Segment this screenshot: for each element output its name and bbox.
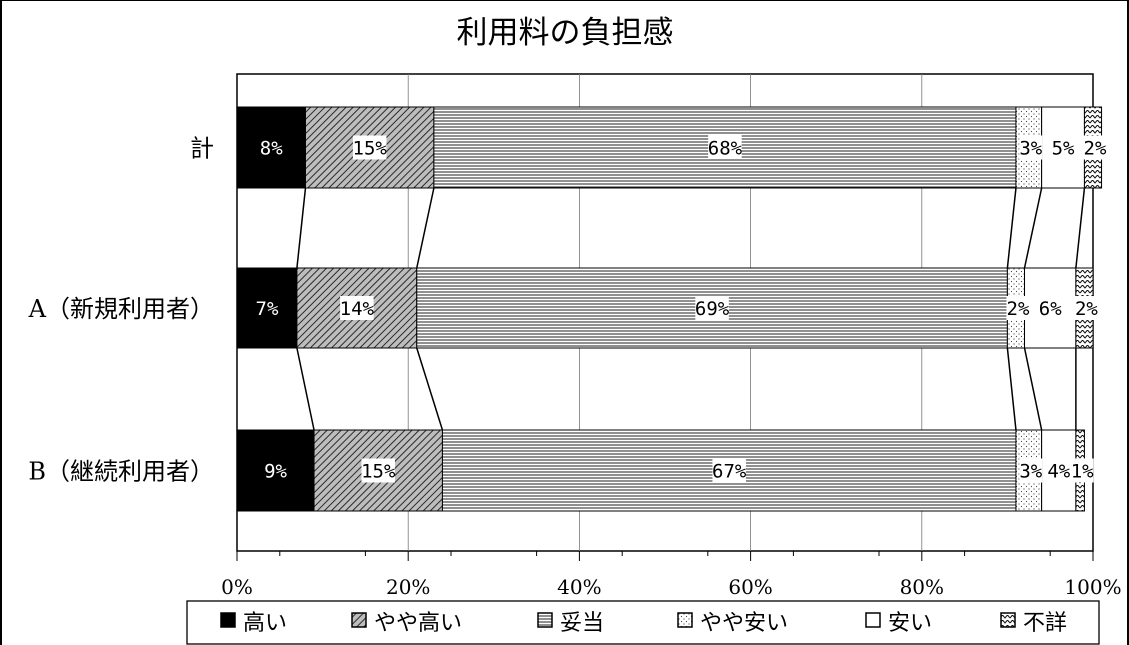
category-label: B（継続利用者） <box>28 458 214 486</box>
x-tick-label: 60% <box>728 575 772 599</box>
data-label-background <box>255 296 279 320</box>
connector-line <box>1023 187 1043 269</box>
data-label: 15% <box>361 461 396 483</box>
data-label-background <box>1006 296 1030 320</box>
data-label: 3% <box>1019 138 1042 160</box>
x-tick-label: 40% <box>557 575 601 599</box>
chart-title: 利用料の負担感 <box>457 15 674 51</box>
data-label-background <box>340 296 374 320</box>
label-layer: 8% 15% 68% 3% 5% 2%7% 14% 69% 2% 6% 2%9% 15% 67% 3% 4%… <box>255 135 1107 483</box>
legend-label: 高い <box>243 611 287 636</box>
connector-layer <box>296 187 1086 431</box>
data-label: 2% <box>1007 298 1030 320</box>
data-label: 2% <box>1084 138 1107 160</box>
data-label-background <box>1070 458 1094 483</box>
data-label-background <box>1019 458 1043 483</box>
x-tick-label: 0% <box>221 575 253 599</box>
connector-line <box>1006 347 1017 431</box>
data-label: 4% <box>1047 461 1070 483</box>
axis-layer: 0% 20% 40% 60% 80% 100% 計 A（新規利用者） B（継続利用者） <box>28 135 1122 600</box>
connector-line <box>296 347 315 431</box>
data-label: 67% <box>712 461 747 483</box>
category-label: A（新規利用者） <box>28 295 214 323</box>
data-label-background <box>1019 135 1043 160</box>
data-label-background <box>712 458 746 483</box>
legend-swatch <box>677 612 693 628</box>
data-label: 9% <box>264 461 287 483</box>
legend-swatch <box>220 612 236 628</box>
data-label-background <box>264 458 288 483</box>
data-label-background <box>1047 458 1071 483</box>
connector-line <box>1075 187 1086 269</box>
legend-label: 妥当 <box>560 611 604 636</box>
data-label: 2% <box>1075 298 1098 320</box>
legend-box <box>186 600 1100 645</box>
data-label: 6% <box>1039 298 1062 320</box>
data-label-background <box>352 135 387 160</box>
data-label: 3% <box>1019 461 1042 483</box>
data-label: 69% <box>695 298 730 320</box>
data-label: 14% <box>340 298 375 320</box>
connector-line <box>1023 347 1043 431</box>
legend: 高い やや高い 妥当 やや安い 安い 不詳 <box>186 600 1100 645</box>
legend-swatch <box>351 612 367 628</box>
data-label: 15% <box>353 138 388 160</box>
legend-label: やや高い <box>374 611 462 636</box>
data-label-background <box>259 135 283 160</box>
data-label-background <box>708 135 742 160</box>
data-label: 5% <box>1052 138 1075 160</box>
connector-line <box>416 347 444 431</box>
data-label-background <box>695 296 729 320</box>
data-label: 7% <box>256 298 279 320</box>
data-label: 1% <box>1071 461 1094 483</box>
data-label-background <box>1038 296 1062 320</box>
legend-swatch <box>537 612 553 628</box>
data-label: 68% <box>708 138 743 160</box>
connector-line <box>1006 187 1017 269</box>
legend-label: 不詳 <box>1023 611 1067 636</box>
data-label-background <box>361 458 395 483</box>
legend-swatch <box>1000 612 1016 628</box>
x-tick-label: 80% <box>900 575 944 599</box>
connector-line <box>416 187 435 269</box>
legend-label: やや安い <box>700 611 788 636</box>
legend-label: 安い <box>888 611 932 636</box>
x-tick-label: 100% <box>1064 575 1121 599</box>
data-label-background <box>1051 135 1075 160</box>
bar-segment <box>313 429 443 512</box>
data-label-background <box>1083 135 1107 160</box>
data-label-background <box>1074 296 1098 320</box>
legend-swatch <box>865 612 881 628</box>
connector-line <box>296 187 307 269</box>
category-label: 計 <box>190 135 214 163</box>
x-tick-label: 20% <box>386 575 430 599</box>
data-label: 8% <box>260 138 283 160</box>
